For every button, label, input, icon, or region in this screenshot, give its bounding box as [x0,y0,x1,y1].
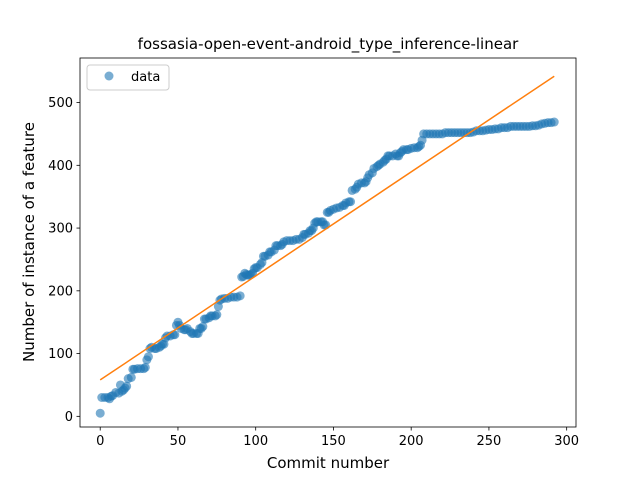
x-tick-label: 300 [554,434,579,449]
legend-label: data [131,70,160,85]
y-tick-label: 300 [48,222,73,237]
y-tick-label: 400 [48,159,73,174]
x-tick-label: 250 [477,434,502,449]
data-point [346,197,356,207]
data-point [549,117,559,127]
data-point [140,362,150,372]
x-axis-label: Commit number [267,454,390,472]
data-point [198,322,208,332]
x-tick-label: 150 [321,434,346,449]
data-points [95,117,559,418]
y-axis: 0 100 200 300 400 500 [48,96,80,425]
legend: data [86,64,170,91]
plot-area [95,75,559,418]
y-tick-label: 200 [48,284,73,299]
axes-frame [79,57,577,428]
legend-box [86,64,170,91]
data-point [170,330,180,340]
x-tick-label: 0 [96,434,104,449]
y-axis-label: Number of instance of a feature [20,122,38,362]
data-point [122,381,132,391]
x-tick-label: 200 [399,434,424,449]
y-tick-label: 0 [65,410,73,425]
x-tick-label: 50 [170,434,187,449]
data-point [212,310,222,320]
x-tick-label: 100 [243,434,268,449]
data-point [95,408,105,418]
y-tick-label: 500 [48,96,73,111]
data-point [126,372,136,382]
data-point [321,220,331,230]
y-tick-label: 100 [48,347,73,362]
x-axis: 0 50 100 150 200 250 300 [96,427,579,449]
fit-line [99,75,555,381]
chart-title: fossasia-open-event-android_type_inferen… [138,35,519,54]
data-point [235,291,245,301]
data-point [143,352,153,362]
legend-marker [104,71,114,81]
